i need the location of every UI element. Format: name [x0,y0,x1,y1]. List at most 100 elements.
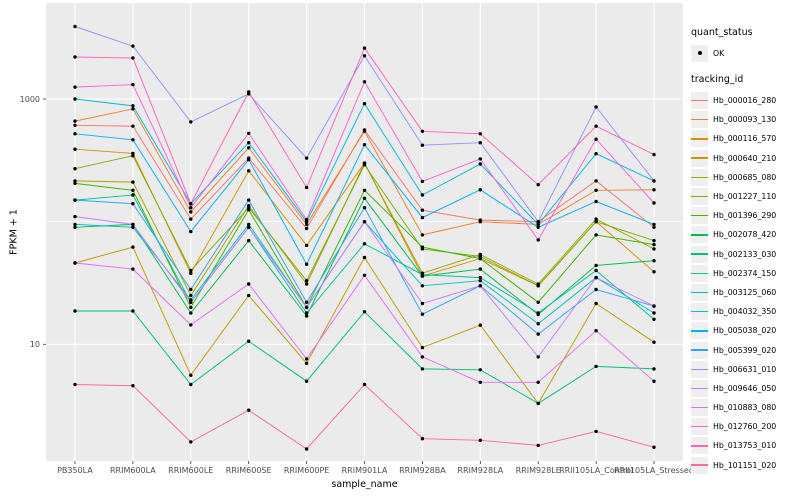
legend-key [691,379,708,397]
data-point [73,123,77,128]
legend-item-label: Hb_002078_420 [713,230,777,240]
data-point [652,445,656,449]
data-point [189,268,193,273]
legend-item-label: Hb_000016_280 [713,96,777,106]
legend-item-label: Hb_000640_210 [713,153,777,163]
data-point [420,272,425,277]
data-point [478,220,482,224]
data-point [247,293,251,298]
legend-key-line-icon [691,157,708,159]
data-point [131,267,135,271]
data-point [189,293,193,298]
data-point [536,222,540,227]
data-point [131,188,135,192]
legend-key-line-icon [691,464,708,466]
data-point [478,368,482,372]
data-point [652,340,656,344]
y-tick-label: 10 [30,340,40,349]
data-point [304,156,309,160]
legend-key [691,322,708,340]
data-point [420,179,425,184]
data-point [189,311,193,315]
legend-key [691,283,708,301]
data-point [536,220,540,224]
legend-item: Hb_000640_210 [691,149,797,168]
legend-key [691,92,708,110]
data-point [73,55,77,59]
data-point [362,188,367,192]
data-point [420,345,425,350]
data-point [362,206,367,210]
data-point [189,217,193,221]
data-point [478,438,482,442]
data-point [478,380,482,384]
data-point [131,56,135,60]
data-point [304,357,309,361]
legend-key-line-icon [691,406,708,409]
data-point [73,309,77,313]
data-point [594,233,598,237]
data-point [420,437,425,441]
data-point [478,157,482,161]
legend-tracking-items: Hb_000016_280 Hb_000093_130 Hb_000116_570 H… [691,91,797,475]
data-point [478,256,482,261]
x-tick-label: PB350LA [57,466,93,475]
data-point [189,298,193,302]
data-point [247,146,251,150]
data-point [73,198,77,202]
data-point [362,310,367,314]
legend-key-line-icon [691,253,708,255]
x-tick-label: RRIM928LA [457,466,503,475]
data-point [131,225,135,229]
data-point [420,245,425,249]
data-point [594,429,598,434]
legend-item: Hb_000685_080 [691,168,797,187]
data-point [131,193,135,197]
legend-item: Hb_009646_050 [691,379,797,398]
data-point [189,206,193,210]
legend-item: Hb_001227_110 [691,187,797,206]
data-point [131,154,135,158]
data-point [131,309,135,313]
data-point [594,268,598,273]
legend-item: Hb_005399_020 [691,340,797,359]
data-point [189,300,193,304]
data-point [478,323,482,327]
legend-key-line-icon [691,330,708,332]
data-point [594,137,598,141]
data-point [594,179,598,183]
legend-key-line-icon [691,215,708,217]
legend-key-line-icon [691,291,708,294]
x-tick-label: RRIM600PE [284,466,330,475]
data-point [247,131,251,135]
legend-key-line-icon [691,310,708,313]
data-point [131,138,135,142]
data-point [594,364,598,369]
data-point [652,179,656,183]
legend-key [691,130,708,148]
data-point [594,199,598,204]
data-point [536,443,540,448]
legend-item-label: Hb_009646_050 [713,383,777,393]
data-point [652,311,656,315]
data-point [362,382,367,387]
legend-item: Hb_000116_570 [691,129,797,148]
legend-key-line-icon [691,349,708,351]
legend-key-line-icon [691,195,708,198]
legend-item-label: Hb_001396_290 [713,211,777,221]
data-point [594,329,598,333]
data-point [73,119,77,123]
legend-item: Hb_001396_290 [691,206,797,225]
y-axis-title: FPKM + 1 [8,209,20,255]
legend-item: Hb_013753_010 [691,436,797,455]
legend-item: Hb_012760_200 [691,417,797,436]
legend-item-ok-label: OK [713,48,725,58]
data-point [304,379,309,383]
data-point [652,379,656,383]
data-point [478,188,482,192]
data-point [362,196,367,200]
data-point [536,355,540,359]
data-point [304,282,309,286]
data-point [73,167,77,171]
